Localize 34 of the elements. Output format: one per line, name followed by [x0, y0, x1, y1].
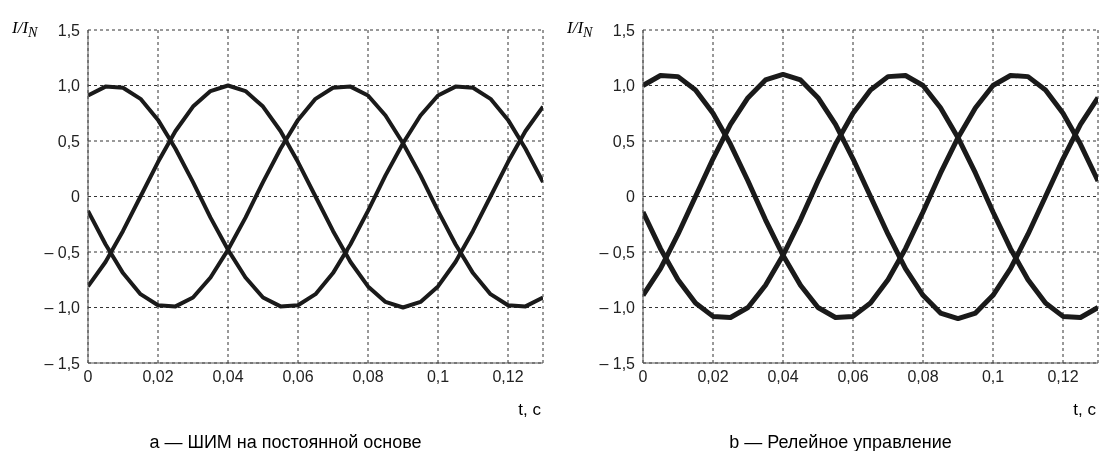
x-tick-label: 0,12: [492, 368, 524, 386]
x-tick-label: 0,06: [282, 368, 314, 386]
y-tick-label: – 1,0: [599, 299, 636, 317]
x-tick-label: 0: [638, 368, 648, 386]
y-tick-label: 0: [71, 188, 81, 206]
x-tick-label: 0,02: [697, 368, 729, 386]
x-tick-label: 0,04: [767, 368, 799, 386]
x-tick-label: 0,1: [426, 368, 450, 386]
x-tick-label: 0,08: [907, 368, 939, 386]
y-tick-label: – 0,5: [599, 243, 636, 261]
y-tick-label: 0: [626, 188, 636, 206]
text: a — ШИМ на постоянной основе: [148, 432, 423, 451]
y-tick-label: – 1,0: [44, 299, 81, 317]
y-tick-label: 0,5: [57, 132, 81, 150]
x-tick-label: 0: [83, 368, 93, 386]
x-tick-label: 0,08: [352, 368, 384, 386]
text: b — Релейное управление: [728, 432, 953, 451]
y-tick-label: – 1,5: [44, 354, 81, 372]
y-tick-label: – 1,5: [599, 354, 636, 372]
x-axis-title: t, с: [518, 400, 541, 420]
y-tick-label: 1,0: [57, 77, 81, 95]
x-tick-label: 0,12: [1047, 368, 1079, 386]
x-axis-title: t, с: [1073, 400, 1096, 420]
y-tick-label: – 0,5: [44, 243, 81, 261]
y-tick-label: 1,5: [612, 21, 636, 39]
y-axis-title: I/I$_{N}$: [567, 18, 593, 42]
x-tick-label: 0,1: [981, 368, 1005, 386]
x-tick-label: 0,04: [212, 368, 244, 386]
y-tick-label: 1,5: [57, 21, 81, 39]
x-tick-label: 0,06: [837, 368, 869, 386]
y-axis-title: I/I$_{N}$: [12, 18, 38, 42]
y-tick-label: 1,0: [612, 77, 636, 95]
x-tick-label: 0,02: [142, 368, 174, 386]
y-tick-label: 0,5: [612, 132, 636, 150]
